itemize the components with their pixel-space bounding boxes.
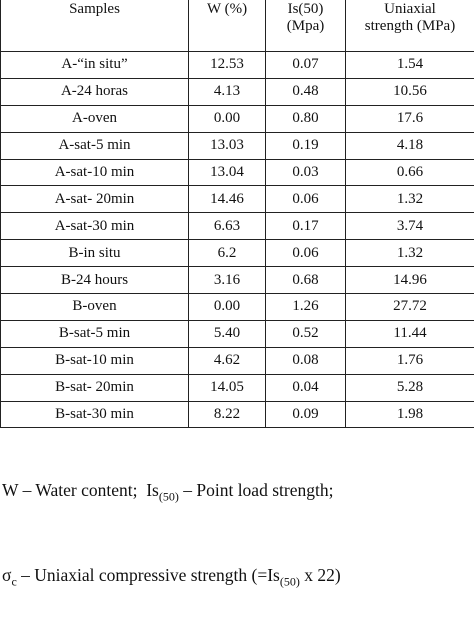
table-cell: A-“in situ”: [1, 52, 189, 79]
table-cell: A-24 horas: [1, 78, 189, 105]
table-cell: 0.80: [266, 105, 346, 132]
header-text: (Mpa): [266, 18, 345, 35]
table-cell: 1.98: [346, 401, 474, 428]
table-cell: 0.68: [266, 267, 346, 294]
table-cell: 1.32: [346, 240, 474, 267]
footnote: W – Water content; Is(50) – Point load s…: [2, 477, 341, 510]
table-cell: 27.72: [346, 294, 474, 321]
table-cell: 1.26: [266, 294, 346, 321]
note-text: x 22): [300, 565, 341, 585]
table-cell: 6.63: [189, 213, 266, 240]
header-text: Samples: [1, 1, 188, 18]
table-cell: B-sat-5 min: [1, 320, 189, 347]
table-cell: B-24 hours: [1, 267, 189, 294]
note-text: W – Water content; Is: [2, 480, 159, 500]
table-cell: B-sat-30 min: [1, 401, 189, 428]
table-cell: 0.07: [266, 52, 346, 79]
header-cell: Is(50)(Mpa): [266, 0, 346, 52]
table-cell: 14.46: [189, 186, 266, 213]
table-cell: B-in situ: [1, 240, 189, 267]
table-cell: A-sat-10 min: [1, 159, 189, 186]
note-subscript: (50): [280, 574, 300, 588]
table-cell: 6.2: [189, 240, 266, 267]
table-cell: 0.08: [266, 347, 346, 374]
table-cell: 13.04: [189, 159, 266, 186]
table-cell: 3.74: [346, 213, 474, 240]
table-cell: 0.06: [266, 186, 346, 213]
table-cell: 4.13: [189, 78, 266, 105]
header-cell: W (%): [189, 0, 266, 52]
table-cell: 0.66: [346, 159, 474, 186]
table-cell: 0.19: [266, 132, 346, 159]
table-cell: 0.09: [266, 401, 346, 428]
table-cell: A-sat-5 min: [1, 132, 189, 159]
table-cell: 0.06: [266, 240, 346, 267]
table-cell: 11.44: [346, 320, 474, 347]
header-text: W (%): [189, 1, 265, 18]
header-text: Uniaxial: [346, 1, 474, 18]
table-cell: 12.53: [189, 52, 266, 79]
table-cell: A-sat- 20min: [1, 186, 189, 213]
header-text: Is(50): [266, 1, 345, 18]
table-cell: 0.48: [266, 78, 346, 105]
note-text: – Point load strength;: [179, 480, 334, 500]
table-cell: A-sat-30 min: [1, 213, 189, 240]
footnotes: W – Water content; Is(50) – Point load s…: [2, 425, 341, 620]
table-cell: B-sat- 20min: [1, 374, 189, 401]
table-cell: 0.04: [266, 374, 346, 401]
table-cell: 4.18: [346, 132, 474, 159]
table-cell: 1.32: [346, 186, 474, 213]
header-cell: Samples: [1, 0, 189, 52]
table-cell: B-oven: [1, 294, 189, 321]
table-cell: 0.03: [266, 159, 346, 186]
table-cell: 13.03: [189, 132, 266, 159]
table-cell: 17.6: [346, 105, 474, 132]
table-cell: 0.52: [266, 320, 346, 347]
table-cell: 5.28: [346, 374, 474, 401]
table-cell: 5.40: [189, 320, 266, 347]
table-cell: 0.00: [189, 105, 266, 132]
table-cell: 8.22: [189, 401, 266, 428]
table-cell: 14.96: [346, 267, 474, 294]
table-cell: 4.62: [189, 347, 266, 374]
note-text: – Uniaxial compressive strength (=Is: [17, 565, 280, 585]
table-cell: A-oven: [1, 105, 189, 132]
table-cell: B-sat-10 min: [1, 347, 189, 374]
table-cell: 1.54: [346, 52, 474, 79]
header-text: strength (MPa): [346, 18, 474, 35]
table-cell: 14.05: [189, 374, 266, 401]
table-cell: 0.17: [266, 213, 346, 240]
table-cell: 1.76: [346, 347, 474, 374]
note-symbol: σ: [2, 565, 11, 585]
footnote: σc – Uniaxial compressive strength (=Is(…: [2, 562, 341, 595]
table-cell: 3.16: [189, 267, 266, 294]
table-cell: 10.56: [346, 78, 474, 105]
table-cell: 0.00: [189, 294, 266, 321]
note-subscript: (50): [159, 490, 179, 504]
